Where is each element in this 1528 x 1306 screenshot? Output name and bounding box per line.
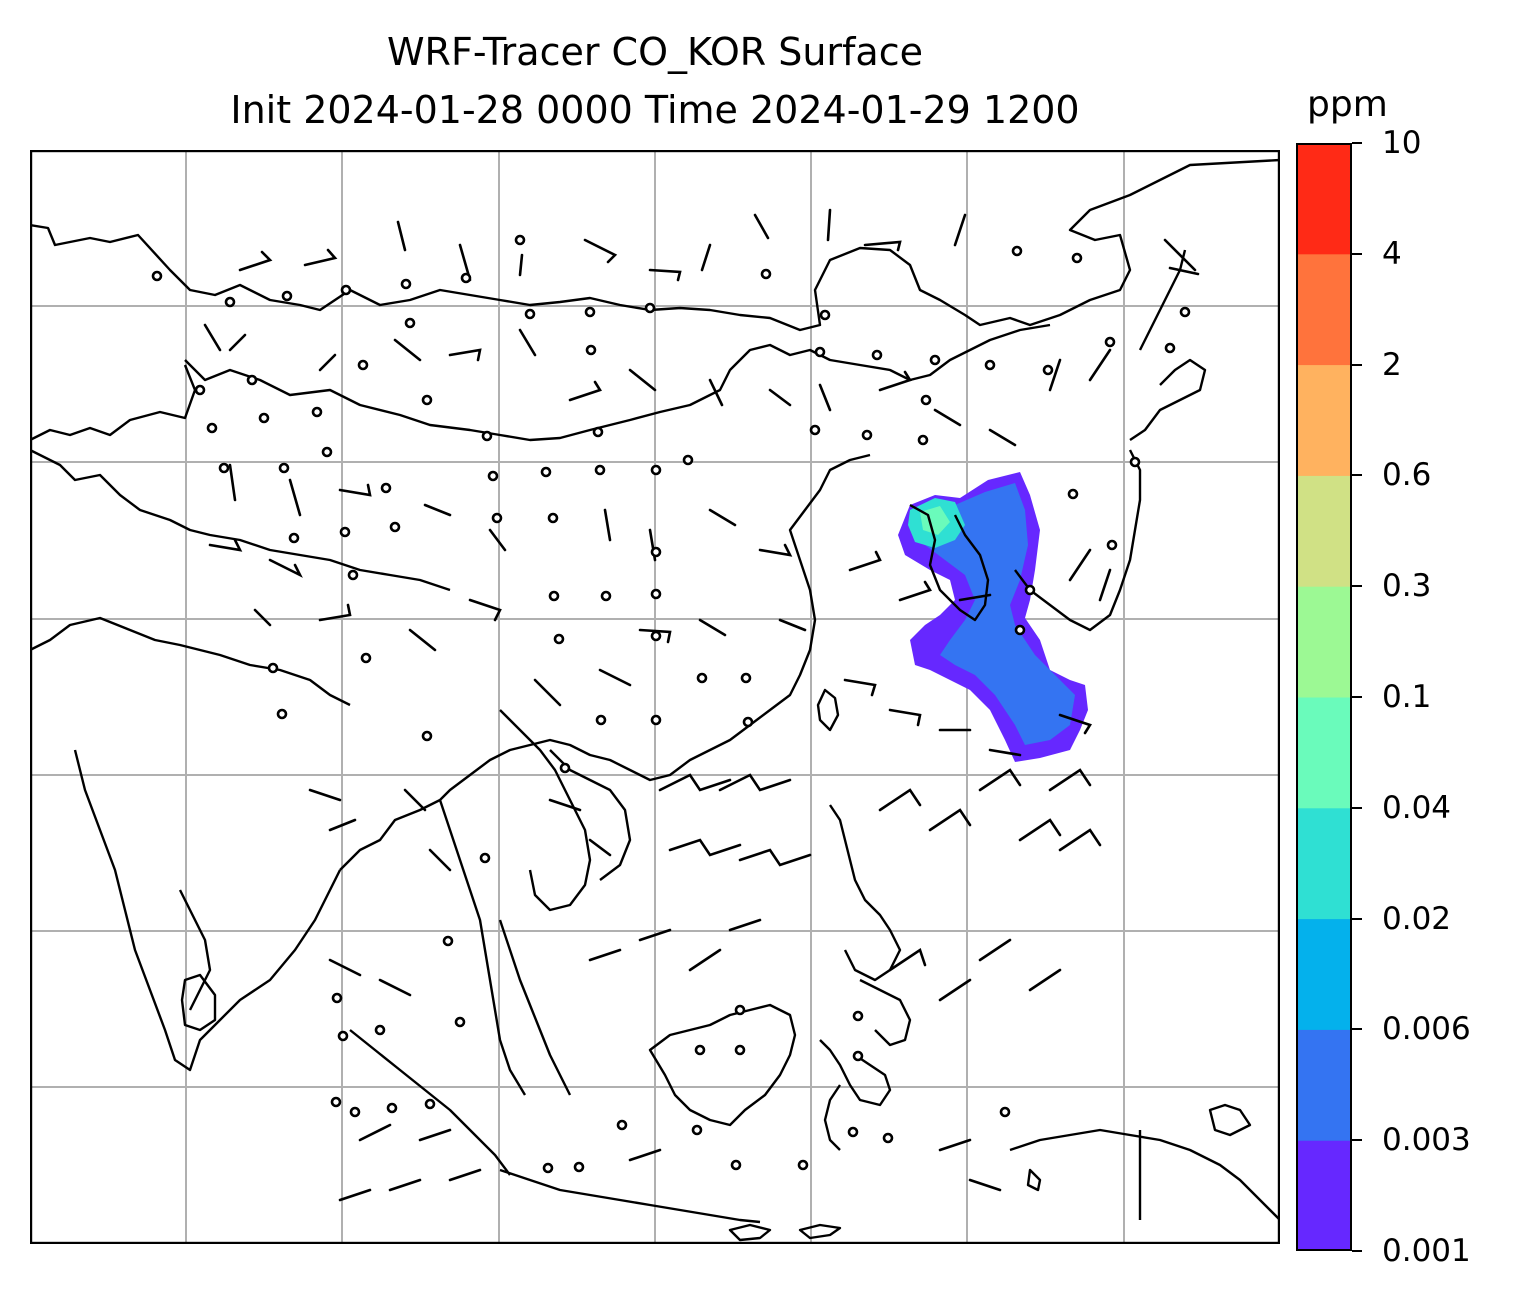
colorbar-segment xyxy=(1296,143,1352,255)
colorbar-segment xyxy=(1296,918,1352,1030)
colorbar-tick xyxy=(1352,1250,1362,1252)
colorbar-segment xyxy=(1296,364,1352,476)
colorbar-tick xyxy=(1352,585,1362,588)
colorbar-tick xyxy=(1352,142,1362,144)
colorbar-segment xyxy=(1296,1029,1352,1141)
colorbar-tick-label: 0.003 xyxy=(1382,1122,1471,1159)
plume-peak xyxy=(920,506,950,535)
colorbar-tick xyxy=(1352,806,1362,809)
colorbar-segment xyxy=(1296,586,1352,698)
co-tracer-plume xyxy=(898,472,1088,762)
colorbar-segment xyxy=(1296,697,1352,809)
colorbar-tick-label: 0.006 xyxy=(1382,1011,1471,1048)
colorbar-tick xyxy=(1352,363,1362,366)
map-title-line-2: Init 2024-01-28 0000 Time 2024-01-29 120… xyxy=(230,88,1080,132)
colorbar-tick-label: 0.04 xyxy=(1382,789,1452,826)
colorbar-tick xyxy=(1352,474,1362,477)
colorbar xyxy=(1296,143,1352,1251)
colorbar-segment xyxy=(1296,475,1352,587)
colorbar-segment xyxy=(1296,807,1352,920)
colorbar-segment xyxy=(1296,253,1352,366)
colorbar-tick xyxy=(1352,696,1362,698)
plume-inner xyxy=(925,483,1075,745)
wind-barbs xyxy=(203,208,1200,1202)
colorbar-tick xyxy=(1352,917,1362,920)
colorbar-tick-label: 4 xyxy=(1382,235,1402,272)
map-panel xyxy=(30,150,1280,1244)
colorbar-tick-label: 10 xyxy=(1382,125,1422,161)
map-title-line-1: WRF-Tracer CO_KOR Surface xyxy=(386,30,923,74)
colorbar-tick-label: 0.1 xyxy=(1382,679,1432,715)
colorbar-segment xyxy=(1296,1140,1352,1251)
colorbar-tick-label: 0.02 xyxy=(1382,900,1452,937)
colorbar-tick-label: 0.001 xyxy=(1382,1233,1471,1269)
colorbar-tick-label: 2 xyxy=(1382,346,1402,383)
colorbar-tick-label: 0.3 xyxy=(1382,568,1432,605)
colorbar-tick xyxy=(1352,1028,1362,1031)
colorbar-tick xyxy=(1352,252,1362,255)
colorbar-tick-label: 0.6 xyxy=(1382,457,1432,494)
coastlines xyxy=(30,158,1280,1242)
colorbar-tick xyxy=(1352,1139,1362,1142)
calm-wind-markers xyxy=(151,234,1191,1174)
colorbar-unit-label: ppm xyxy=(1307,84,1388,125)
